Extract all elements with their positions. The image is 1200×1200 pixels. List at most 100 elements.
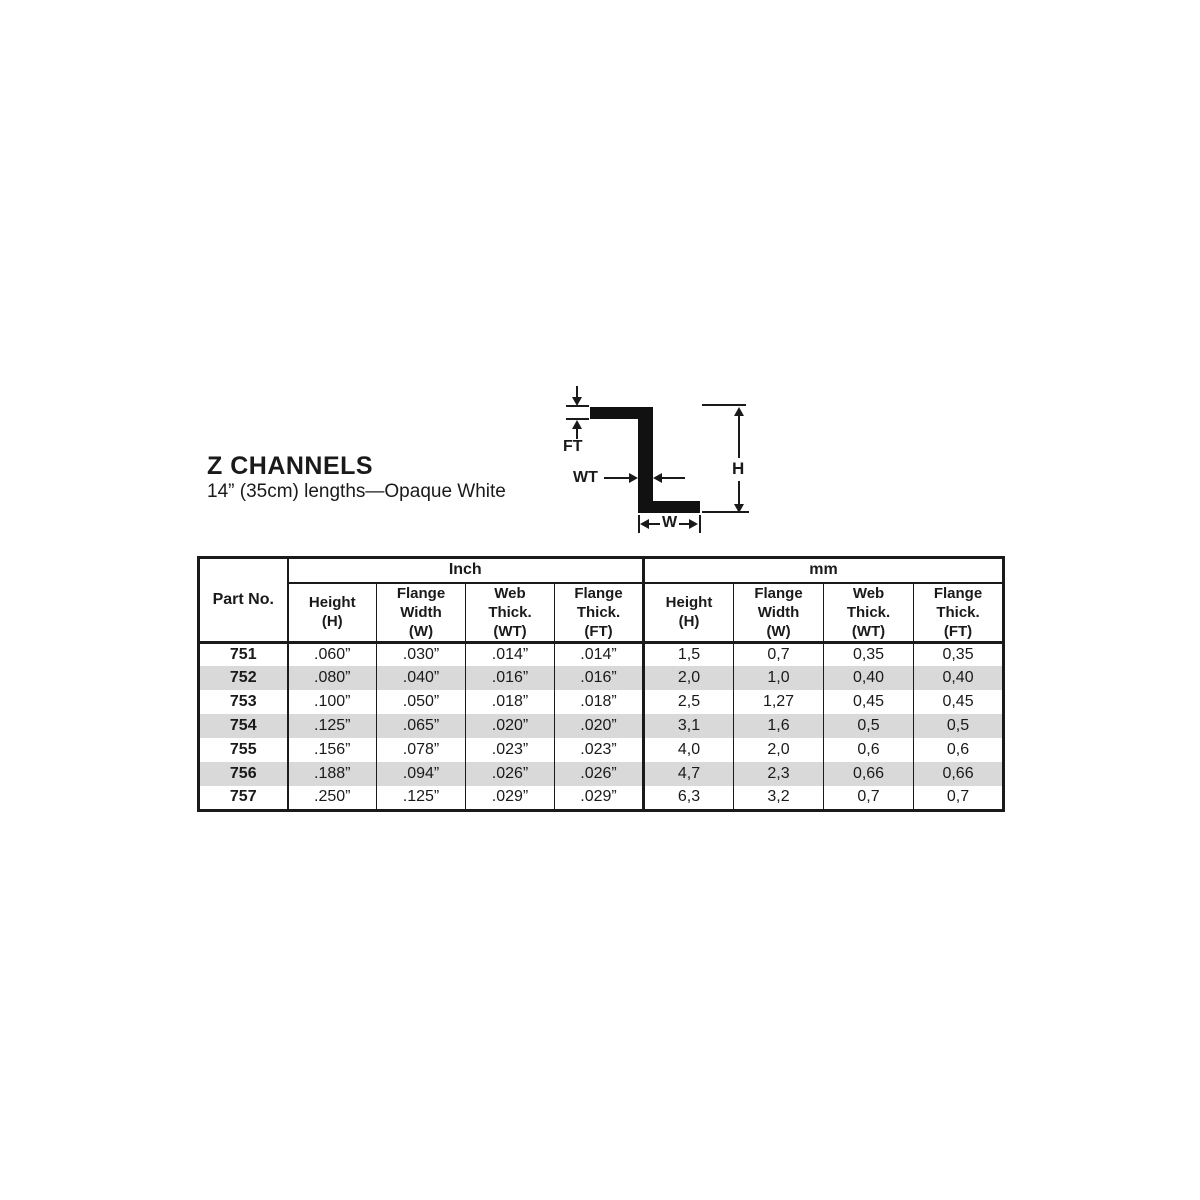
table-row: 752.080” .040” .016” .016” 2,0 1,0 0,40 0,40: [198, 666, 1004, 690]
mm-value-cell: 3,2: [733, 786, 824, 810]
mm-value-cell: 6,3: [642, 786, 734, 810]
inch-value-cell: .080”: [286, 666, 377, 690]
mm-value-cell: 0,5: [823, 714, 914, 738]
inch-value-cell: .026”: [465, 762, 555, 786]
ft-arrow-up-icon: [572, 420, 582, 429]
mm-value-cell: 4,7: [642, 762, 734, 786]
mm-value-cell: 0,6: [823, 738, 914, 762]
part-no-cell: 753: [229, 693, 257, 710]
inch-value-cell: .188”: [286, 762, 377, 786]
inch-value-cell: .020”: [553, 714, 644, 738]
ft-tick-bottom: [566, 418, 589, 420]
mm-value-cell: 0,45: [823, 690, 914, 714]
h-tick-top: [702, 404, 746, 406]
h-shaft-bottom: [738, 481, 740, 505]
h-label: H: [732, 459, 745, 478]
z-top-flange-shape: [590, 407, 653, 419]
mm-group-header: mm: [642, 557, 1004, 584]
inch-value-cell: .250”: [286, 786, 377, 810]
h-shaft-top: [738, 414, 740, 458]
wt-label: WT: [573, 469, 598, 486]
mm-value-cell: 1,27: [733, 690, 824, 714]
part-no-cell: 754: [229, 717, 257, 734]
inch-value-cell: .016”: [465, 666, 555, 690]
inch-value-cell: .040”: [376, 666, 466, 690]
w-label: W: [662, 514, 678, 531]
z-bottom-flange-shape: [638, 501, 700, 513]
mm-value-cell: 0,7: [733, 642, 824, 666]
inch-value-cell: .016”: [553, 666, 644, 690]
inch-value-cell: .018”: [553, 690, 644, 714]
w-tick-right: [699, 515, 701, 533]
inch-value-cell: .014”: [553, 642, 644, 666]
inch-value-cell: .029”: [465, 786, 555, 810]
inch-value-cell: .023”: [553, 738, 644, 762]
table-row: 755.156” .078” .023” .023” 4,0 2,0 0,6 0,6: [199, 738, 1004, 762]
table-row: 754.125” .065” .020” .020” 3,1 1,6 0,5 0,5: [198, 714, 1004, 738]
table-body: 751.060” .030” .014” .014” 1,5 0,7 0,35 0,35 752…: [198, 642, 1004, 810]
h-arrow-down-icon: [734, 504, 744, 513]
part-no-cell: 757: [229, 788, 257, 806]
inch-value-cell: .094”: [376, 762, 466, 786]
spec-table: Part No. Inch mm Height (H) Flange Width…: [197, 556, 1006, 812]
mm-value-cell: 0,40: [913, 666, 1004, 690]
mm-value-cell: 0,35: [913, 642, 1004, 666]
z-web-shape: [638, 407, 653, 513]
part-no-cell: 755: [229, 741, 257, 758]
inch-flange-width-header: Flange Width (W): [376, 582, 466, 644]
table-row: 757.250” .125” .029” .029” 6,3 3,2 0,7 0,7: [199, 786, 1004, 810]
ft-shaft-top: [576, 386, 578, 398]
inch-value-cell: .065”: [376, 714, 466, 738]
mm-height-header: Height (H): [642, 582, 734, 644]
part-no-cell: 751: [229, 645, 257, 663]
inch-value-cell: .125”: [376, 786, 466, 810]
inch-value-cell: .030”: [376, 642, 466, 666]
ft-shaft-bottom: [576, 428, 578, 439]
h-arrow-up-icon: [734, 407, 744, 416]
h-tick-bottom: [702, 511, 749, 513]
mm-value-cell: 1,6: [733, 714, 824, 738]
wt-shaft-right: [661, 477, 685, 479]
inch-value-cell: .100”: [286, 690, 377, 714]
mm-value-cell: 0,5: [913, 714, 1004, 738]
group-header-row: Part No. Inch mm: [198, 557, 1004, 644]
page-title: Z CHANNELS: [207, 452, 374, 480]
w-tick-left: [638, 515, 640, 533]
w-arrow-right-icon: [689, 519, 698, 529]
part-no-cell: 756: [229, 765, 257, 782]
page-subtitle: 14” (35cm) lengths—Opaque White: [207, 481, 506, 502]
inch-value-cell: .023”: [465, 738, 555, 762]
inch-value-cell: .020”: [465, 714, 555, 738]
inch-value-cell: .050”: [376, 690, 466, 714]
part-no-cell: 752: [229, 669, 257, 686]
table-row: 753.100” .050” .018” .018” 2,5 1,27 0,45 0,45: [199, 690, 1004, 714]
inch-value-cell: .156”: [286, 738, 377, 762]
table-row: 751.060” .030” .014” .014” 1,5 0,7 0,35 0,35: [199, 642, 1004, 666]
inch-value-cell: .014”: [465, 642, 555, 666]
mm-value-cell: 4,0: [642, 738, 734, 762]
inch-value-cell: .125”: [286, 714, 377, 738]
sub-header-row: Height (H) Flange Width (W) Web Thick. (…: [199, 582, 1004, 644]
mm-value-cell: 0,66: [913, 762, 1004, 786]
mm-value-cell: 0,40: [823, 666, 914, 690]
ft-label: FT: [563, 438, 583, 455]
mm-value-cell: 0,7: [823, 786, 914, 810]
w-shaft-left: [649, 523, 660, 525]
ft-arrow-down-icon: [572, 397, 582, 406]
wt-shaft-left: [604, 477, 630, 479]
inch-group-header: Inch: [286, 557, 644, 584]
mm-value-cell: 0,66: [823, 762, 914, 786]
ft-tick-top: [566, 405, 589, 407]
part-no-header: Part No.: [198, 557, 288, 644]
inch-value-cell: .018”: [465, 690, 555, 714]
w-arrow-left-icon: [640, 519, 649, 529]
mm-value-cell: 3,1: [642, 714, 734, 738]
mm-value-cell: 2,5: [642, 690, 734, 714]
mm-value-cell: 2,0: [642, 666, 734, 690]
mm-flange-thick-header: Flange Thick. (FT): [913, 582, 1004, 644]
mm-web-thick-header: Web Thick. (WT): [823, 582, 914, 644]
w-shaft-right: [679, 523, 690, 525]
mm-value-cell: 0,6: [913, 738, 1004, 762]
mm-value-cell: 0,7: [913, 786, 1004, 810]
